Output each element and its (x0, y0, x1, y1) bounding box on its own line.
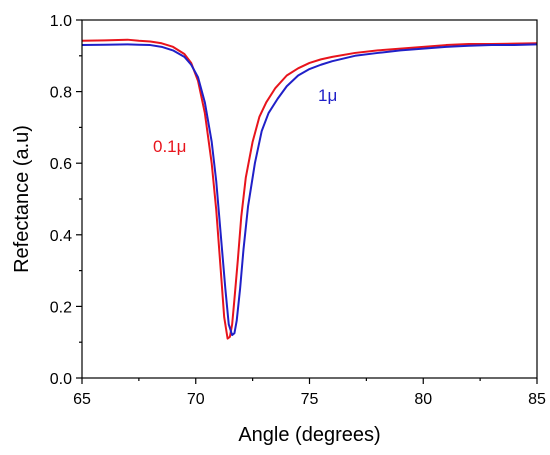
annotation-0-1-micron: 0.1μ (153, 137, 186, 156)
x-tick-label-70: 70 (187, 391, 205, 408)
series-layer (81, 38, 538, 340)
x-tick-label-80: 80 (414, 391, 432, 408)
y-tick-label-0.2: 0.2 (50, 299, 72, 316)
y-tick-label-0: 0.0 (50, 371, 72, 388)
x-tick-label-75: 75 (301, 391, 319, 408)
ticks-layer (76, 19, 538, 384)
y-tick-label-0.8: 0.8 (50, 85, 72, 102)
series-line-1 (81, 43, 538, 337)
x-axis-title: Angle (degrees) (238, 424, 380, 446)
tick-labels: 65 70 75 80 85 0.0 0.2 0.4 0.6 0.8 1.0 (50, 13, 546, 408)
y-axis-title: Refectance (a.u) (11, 125, 33, 273)
x-tick-label-65: 65 (73, 391, 91, 408)
series-line-0 (81, 38, 538, 340)
annotation-1-micron: 1μ (318, 86, 337, 105)
x-tick-label-85: 85 (528, 391, 546, 408)
plot-frame (81, 19, 538, 379)
y-tick-label-0.6: 0.6 (50, 156, 72, 173)
y-tick-label-1: 1.0 (50, 13, 72, 30)
y-tick-label-0.4: 0.4 (50, 228, 72, 245)
